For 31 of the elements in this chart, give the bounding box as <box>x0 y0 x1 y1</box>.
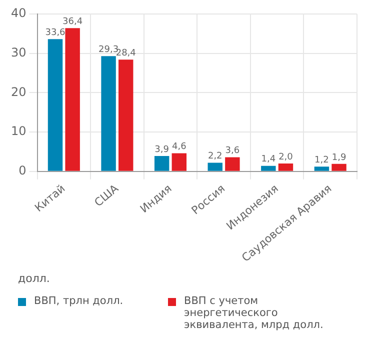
data-label: 36,4 <box>62 17 83 28</box>
data-label: 4,6 <box>172 142 187 152</box>
legend-label: ВВП, трлн долл. <box>34 295 124 307</box>
legend-label: ВВП с учетом энергетического эквивалента, млрд долл. <box>184 295 324 331</box>
bar <box>172 153 187 171</box>
y-tick-label: 30 <box>10 45 26 60</box>
bar <box>332 164 346 171</box>
data-label: 2,0 <box>278 152 294 162</box>
data-label: 33,6 <box>45 28 66 38</box>
bar <box>118 60 134 171</box>
bar <box>65 28 80 171</box>
bar <box>314 166 330 171</box>
data-label: 1,2 <box>314 156 329 166</box>
bar <box>225 157 240 171</box>
y-tick-label: 40 <box>10 6 26 20</box>
data-label: 1,4 <box>261 154 276 165</box>
data-label: 28,4 <box>116 48 136 58</box>
bar <box>154 156 170 171</box>
data-label: 1,9 <box>332 152 346 163</box>
y-tick-label: 0 <box>18 164 26 178</box>
y-axis-title: долл. <box>18 272 50 285</box>
bar <box>278 164 294 171</box>
bar <box>208 162 222 171</box>
y-tick-label: 20 <box>10 84 26 99</box>
bar <box>48 39 63 171</box>
bar <box>261 166 276 171</box>
bar <box>101 56 116 171</box>
data-label: 2,2 <box>208 152 222 162</box>
y-tick-label: 10 <box>10 124 26 138</box>
data-label: 3,6 <box>225 146 240 156</box>
data-label: 3,9 <box>154 144 170 155</box>
